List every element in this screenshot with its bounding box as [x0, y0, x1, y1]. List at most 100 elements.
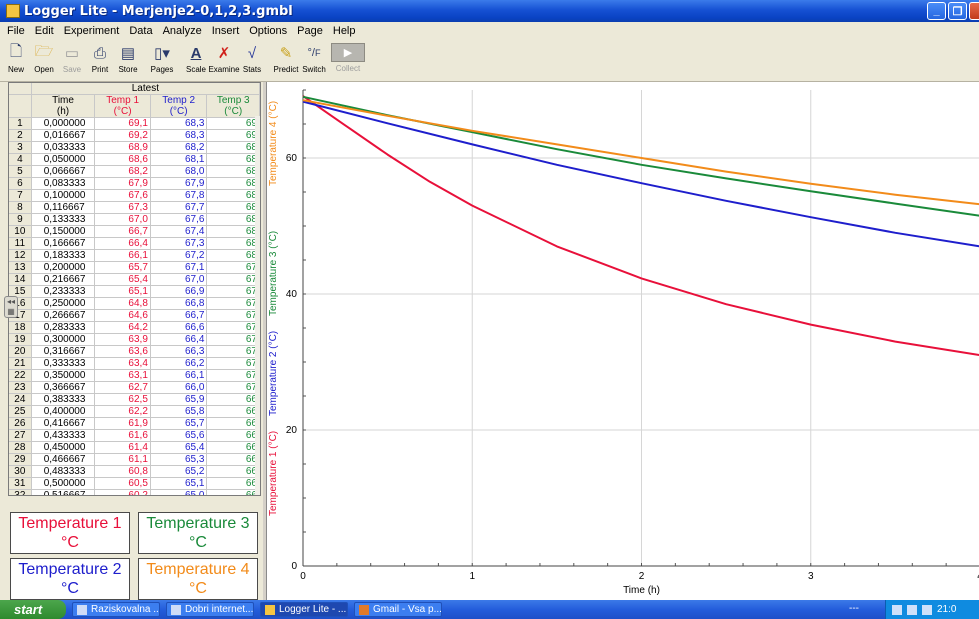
series-line-2[interactable] — [302, 100, 979, 248]
cell-time[interactable]: 0,116667 — [31, 201, 96, 214]
table-row[interactable]: 25 0,400000 62,2 65,8 66 — [9, 405, 260, 418]
cell-temp1[interactable]: 69,1 — [94, 117, 151, 130]
table-row[interactable]: 27 0,433333 61,6 65,6 66 — [9, 429, 260, 442]
menu-experiment[interactable]: Experiment — [63, 25, 120, 37]
cell-temp2[interactable]: 66,9 — [150, 285, 208, 298]
table-row[interactable]: 26 0,416667 61,9 65,7 66 — [9, 417, 260, 430]
cell-temp2[interactable]: 68,2 — [150, 141, 208, 154]
table-row[interactable]: 1 0,000000 69,1 68,3 69 — [9, 117, 260, 130]
cell-temp1[interactable]: 64,2 — [94, 321, 151, 334]
data-table-pane[interactable]: Latest Time (h) Temp 1 (°C) Temp 2 (°C) Tem… — [8, 82, 261, 496]
cell-time[interactable]: 0,333333 — [31, 357, 96, 370]
cell-temp1[interactable]: 65,1 — [94, 285, 151, 298]
network-icon[interactable] — [892, 604, 902, 615]
volume-icon[interactable] — [907, 604, 917, 615]
menu-options[interactable]: Options — [249, 25, 288, 37]
cell-temp2[interactable]: 65,1 — [150, 477, 208, 490]
cell-temp2[interactable]: 65,3 — [150, 453, 208, 466]
cell-temp3[interactable]: 66 — [206, 453, 260, 466]
table-row[interactable]: 2 0,016667 69,2 68,3 69 — [9, 129, 260, 142]
cell-temp3[interactable]: 67 — [206, 381, 260, 394]
cell-time[interactable]: 0,516667 — [31, 489, 96, 495]
meter-temperature-3[interactable]: Temperature 3 °C — [138, 512, 258, 554]
series-line-1[interactable] — [302, 95, 979, 357]
title-bar[interactable]: Logger Lite - Merjenje2-0,1,2,3.gmbl _ ❐ — [0, 0, 979, 22]
cell-temp1[interactable]: 66,4 — [94, 237, 151, 250]
cell-temp3[interactable]: 68 — [206, 165, 260, 178]
cell-temp2[interactable]: 67,2 — [150, 249, 208, 262]
table-row[interactable]: 13 0,200000 65,7 67,1 67 — [9, 261, 260, 274]
cell-temp3[interactable]: 67 — [206, 321, 260, 334]
cell-temp1[interactable]: 60,8 — [94, 465, 151, 478]
cell-temp2[interactable]: 67,3 — [150, 237, 208, 250]
table-row[interactable]: 14 0,216667 65,4 67,0 67 — [9, 273, 260, 286]
cell-temp1[interactable]: 62,5 — [94, 393, 151, 406]
column-header-temp1[interactable]: Temp 1 (°C) — [94, 94, 151, 118]
cell-temp2[interactable]: 66,3 — [150, 345, 208, 358]
table-row[interactable]: 18 0,283333 64,2 66,6 67 — [9, 321, 260, 334]
task-dobri-internet[interactable]: Dobri internet... — [166, 602, 254, 617]
cell-temp3[interactable]: 67 — [206, 261, 260, 274]
table-row[interactable]: 8 0,116667 67,3 67,7 68 — [9, 201, 260, 214]
cell-temp1[interactable]: 60,2 — [94, 489, 151, 495]
cell-temp2[interactable]: 65,8 — [150, 405, 208, 418]
table-row[interactable]: 16 0,250000 64,8 66,8 67 — [9, 297, 260, 310]
cell-temp2[interactable]: 66,2 — [150, 357, 208, 370]
menu-analyze[interactable]: Analyze — [162, 25, 202, 37]
cell-temp2[interactable]: 65,7 — [150, 417, 208, 430]
cell-temp2[interactable]: 66,4 — [150, 333, 208, 346]
table-row[interactable]: 15 0,233333 65,1 66,9 67 — [9, 285, 260, 298]
cell-temp1[interactable]: 68,6 — [94, 153, 151, 166]
cell-time[interactable]: 0,266667 — [31, 309, 96, 322]
table-row[interactable]: 7 0,100000 67,6 67,8 68 — [9, 189, 260, 202]
table-row[interactable]: 12 0,183333 66,1 67,2 68 — [9, 249, 260, 262]
series-line-4[interactable] — [302, 99, 979, 206]
cell-temp2[interactable]: 66,6 — [150, 321, 208, 334]
switch-button[interactable]: °/F Switch — [300, 40, 328, 80]
collect-button[interactable]: ▶ Collect — [328, 40, 368, 80]
task-logger-lite[interactable]: Logger Lite - ... — [260, 602, 348, 617]
graph-pane[interactable]: 012340204060Time (h)Temperature 1 (°C)Te… — [266, 82, 979, 600]
cell-temp3[interactable]: 68 — [206, 237, 260, 250]
cell-time[interactable]: 0,000000 — [31, 117, 96, 130]
table-scrollbar[interactable] — [255, 116, 260, 495]
cell-temp3[interactable]: 68 — [206, 213, 260, 226]
cell-time[interactable]: 0,150000 — [31, 225, 96, 238]
cell-temp2[interactable]: 68,3 — [150, 117, 208, 130]
cell-temp1[interactable]: 61,9 — [94, 417, 151, 430]
table-row[interactable]: 30 0,483333 60,8 65,2 66 — [9, 465, 260, 478]
examine-button[interactable]: ✗ Examine — [208, 40, 239, 80]
cell-temp3[interactable]: 68 — [206, 177, 260, 190]
column-header-time[interactable]: Time (h) — [31, 94, 96, 118]
cell-temp3[interactable]: 68 — [206, 225, 260, 238]
meter-temperature-2[interactable]: Temperature 2 °C — [10, 558, 130, 600]
predict-button[interactable]: ✎ Predict — [272, 40, 300, 80]
cell-temp3[interactable]: 66 — [206, 429, 260, 442]
table-row[interactable]: 28 0,450000 61,4 65,4 66 — [9, 441, 260, 454]
start-button[interactable]: start — [0, 600, 66, 619]
cell-temp2[interactable]: 67,4 — [150, 225, 208, 238]
collapse-grip-icon[interactable]: ◂◂ ▦ — [4, 296, 18, 318]
scale-button[interactable]: A Scale — [182, 40, 210, 80]
cell-temp1[interactable]: 63,1 — [94, 369, 151, 382]
cell-time[interactable]: 0,400000 — [31, 405, 96, 418]
menu-help[interactable]: Help — [332, 25, 356, 37]
save-button[interactable]: ▭ Save — [58, 40, 86, 80]
table-row[interactable]: 17 0,266667 64,6 66,7 67 — [9, 309, 260, 322]
cell-temp3[interactable]: 67 — [206, 333, 260, 346]
cell-temp3[interactable]: 69 — [206, 129, 260, 142]
cell-time[interactable]: 0,416667 — [31, 417, 96, 430]
menu-data[interactable]: Data — [129, 25, 153, 37]
print-button[interactable]: ⎙ Print — [86, 40, 114, 80]
cell-temp3[interactable]: 68 — [206, 249, 260, 262]
cell-time[interactable]: 0,066667 — [31, 165, 96, 178]
maximize-icon[interactable]: ❐ — [948, 2, 967, 20]
cell-time[interactable]: 0,100000 — [31, 189, 96, 202]
cell-temp2[interactable]: 68,3 — [150, 129, 208, 142]
cell-time[interactable]: 0,166667 — [31, 237, 96, 250]
store-button[interactable]: ▤ Store — [114, 40, 142, 80]
cell-temp1[interactable]: 63,6 — [94, 345, 151, 358]
table-row[interactable]: 19 0,300000 63,9 66,4 67 — [9, 333, 260, 346]
cell-temp3[interactable]: 67 — [206, 297, 260, 310]
cell-temp3[interactable]: 67 — [206, 273, 260, 286]
